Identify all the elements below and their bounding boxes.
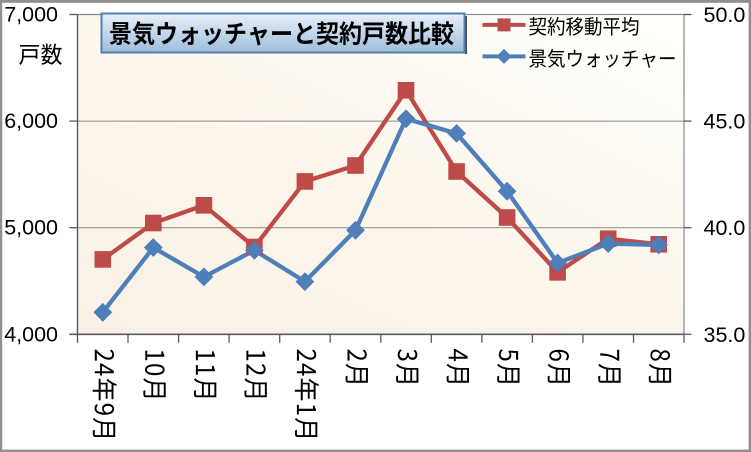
svg-text:35.0: 35.0 <box>704 323 746 347</box>
svg-text:6,000: 6,000 <box>4 109 58 133</box>
svg-text:5,000: 5,000 <box>4 216 58 240</box>
svg-text:40.0: 40.0 <box>704 216 746 240</box>
svg-text:50.0: 50.0 <box>704 3 746 27</box>
svg-text:45.0: 45.0 <box>704 110 746 134</box>
svg-text:7,000: 7,000 <box>4 3 58 27</box>
svg-text:4,000: 4,000 <box>4 322 58 346</box>
